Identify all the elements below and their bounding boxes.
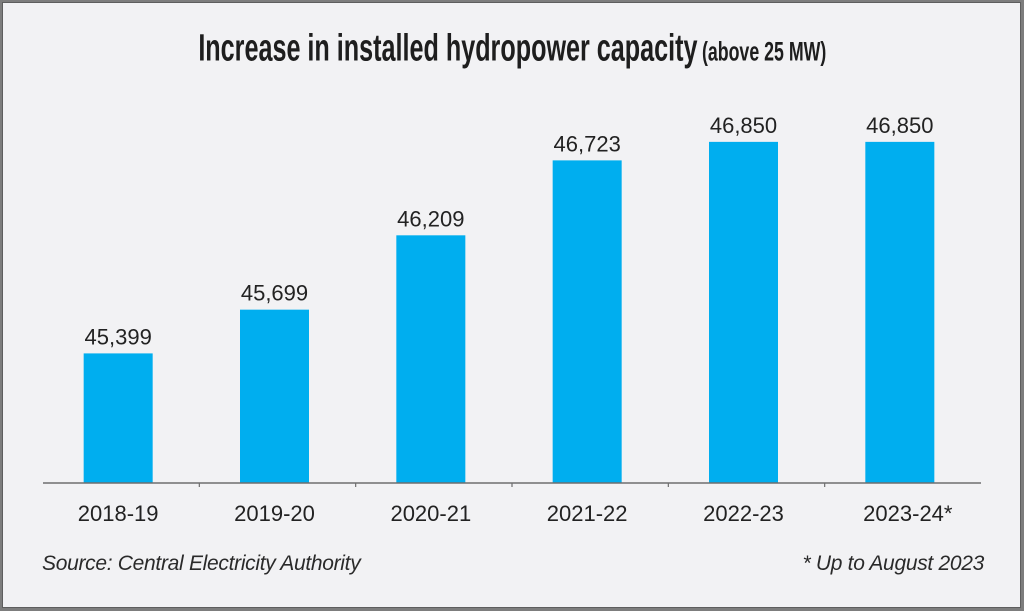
chart-title-main: Increase in installed hydropower capacit… — [198, 27, 698, 70]
value-label: 45,699 — [241, 281, 308, 306]
bars-group — [83, 141, 935, 483]
bar-2018-19 — [83, 353, 153, 483]
footnote: * Up to August 2023 — [802, 552, 985, 575]
bar-2022-23 — [709, 141, 778, 483]
value-label: 46,723 — [554, 131, 621, 156]
value-label: 46,850 — [866, 113, 933, 138]
x-axis-ticks-group — [198, 483, 826, 487]
value-label: 46,209 — [397, 206, 464, 231]
category-labels-group: 2018-19 2019-20 2020-21 2021-22 2022-23 2023-… — [78, 501, 953, 526]
category-label: 2021-22 — [547, 501, 628, 526]
value-labels-group: 45,399 45,699 46,209 46,723 46,850 46,850 — [85, 113, 934, 350]
category-label: 2020-21 — [390, 501, 471, 526]
category-label: 2019-20 — [234, 501, 315, 526]
chart-title-suffix: (above 25 MW) — [701, 37, 826, 68]
value-label: 46,850 — [710, 113, 777, 138]
bar-2019-20 — [240, 309, 309, 483]
source-note: Source: Central Electricity Authority — [42, 552, 361, 575]
category-label: 2022-23 — [703, 501, 784, 526]
bar-2020-21 — [396, 235, 466, 483]
category-label: 2018-19 — [78, 501, 159, 526]
bar-2021-22 — [552, 160, 622, 483]
value-label: 45,399 — [85, 324, 152, 349]
chart-title: Increase in installed hydropower capacit… — [0, 27, 1024, 70]
category-label: 2023-24* — [863, 501, 953, 526]
bar-2023-24* — [865, 141, 935, 483]
